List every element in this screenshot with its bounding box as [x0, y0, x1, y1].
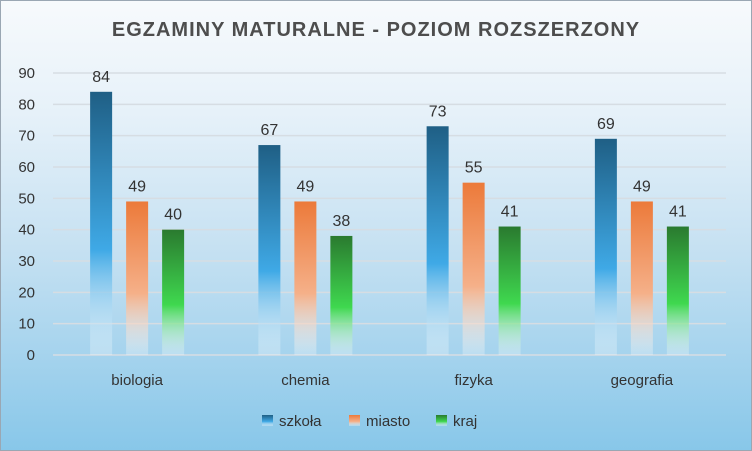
data-label: 41	[669, 204, 687, 221]
y-tick-label: 70	[18, 128, 35, 145]
legend-label: szkoła	[279, 413, 322, 430]
x-category-label: chemia	[281, 372, 330, 389]
y-tick-label: 40	[18, 222, 35, 239]
legend-swatch-kraj	[436, 415, 447, 426]
y-tick-label: 10	[18, 316, 35, 333]
data-label: 55	[465, 160, 483, 177]
y-tick-label: 50	[18, 190, 35, 207]
data-label: 38	[332, 213, 350, 230]
y-tick-label: 30	[18, 253, 35, 270]
x-category-label: biologia	[111, 372, 163, 389]
data-label: 73	[429, 103, 447, 120]
legend-swatch-miasto	[349, 415, 360, 426]
bar-fizyka-szkoła	[426, 126, 449, 356]
data-label: 49	[128, 178, 146, 195]
bar-chemia-szkoła	[258, 145, 281, 355]
bar-fizyka-miasto	[462, 182, 485, 355]
bar-biologia-szkoła	[90, 91, 113, 356]
bar-biologia-miasto	[126, 201, 149, 355]
data-label: 49	[633, 178, 651, 195]
legend-label: miasto	[366, 413, 410, 430]
bar-chemia-kraj	[330, 235, 353, 355]
data-label: 69	[597, 116, 615, 133]
data-label: 40	[164, 207, 182, 224]
data-label: 49	[296, 178, 314, 195]
bar-biologia-kraj	[162, 229, 185, 355]
y-tick-label: 0	[27, 347, 35, 364]
legend-label: kraj	[453, 413, 477, 430]
data-label: 67	[260, 122, 278, 139]
x-category-label: geografia	[611, 372, 674, 389]
y-tick-label: 20	[18, 284, 35, 301]
y-tick-label: 90	[18, 65, 35, 82]
bar-geografia-szkoła	[594, 138, 617, 355]
bar-fizyka-kraj	[498, 226, 521, 355]
y-tick-label: 60	[18, 159, 35, 176]
data-label: 84	[92, 69, 110, 86]
x-category-label: fizyka	[454, 372, 493, 389]
y-tick-label: 80	[18, 96, 35, 113]
legend-swatch-szkoła	[262, 415, 273, 426]
bar-chemia-miasto	[294, 201, 317, 355]
chart-title: EGZAMINY MATURALNE - POZIOM ROZSZERZONY	[111, 19, 641, 41]
bar-geografia-miasto	[630, 201, 653, 355]
bar-geografia-kraj	[666, 226, 689, 355]
data-label: 41	[501, 204, 519, 221]
